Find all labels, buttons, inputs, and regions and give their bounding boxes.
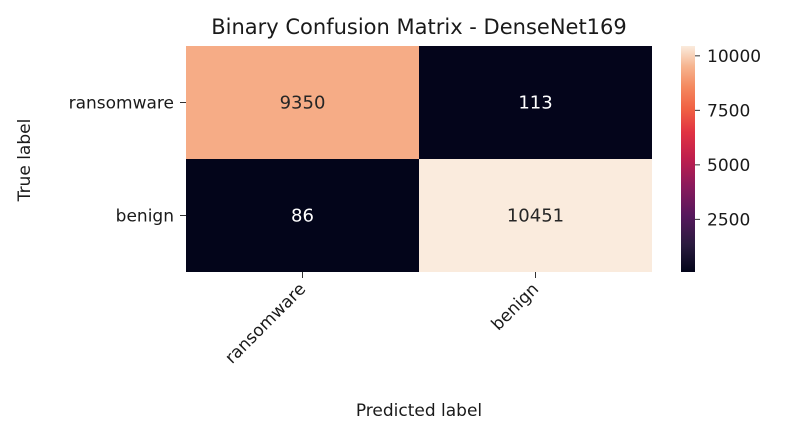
y-tick-label-1: benign	[116, 207, 174, 227]
heatmap-cell-0-0	[186, 46, 419, 159]
colorbar-tick-label-2: 7500	[707, 101, 750, 121]
x-axis-ticks: ransomware benign	[221, 272, 543, 368]
cell-label-0-0: 9350	[280, 93, 326, 114]
cell-label-1-0: 86	[291, 206, 314, 227]
colorbar-tick-label-0: 2500	[707, 210, 750, 230]
heatmap-cell-labels: 9350 113 86 10451	[280, 93, 565, 227]
cell-label-1-1: 10451	[507, 206, 564, 227]
colorbar-tick-label-3: 10000	[707, 47, 761, 67]
y-tick-label-0: ransomware	[69, 94, 174, 114]
colorbar	[681, 46, 695, 272]
heatmap-cell-1-1	[419, 159, 652, 272]
heatmap-cells	[186, 46, 652, 272]
cell-label-0-1: 113	[518, 93, 552, 114]
y-axis-ticks: ransomware benign	[69, 94, 186, 227]
x-tick-label-1: benign	[488, 279, 543, 334]
y-axis-label: True label	[15, 119, 35, 203]
heatmap-cell-0-1	[419, 46, 652, 159]
x-axis-label: Predicted label	[356, 401, 482, 421]
x-tick-label-0: ransomware	[221, 279, 310, 368]
colorbar-ticks: 2500 5000 7500 10000	[695, 47, 761, 230]
chart-title: Binary Confusion Matrix - DenseNet169	[211, 15, 627, 39]
heatmap-cell-1-0	[186, 159, 419, 272]
colorbar-tick-label-1: 5000	[707, 156, 750, 176]
